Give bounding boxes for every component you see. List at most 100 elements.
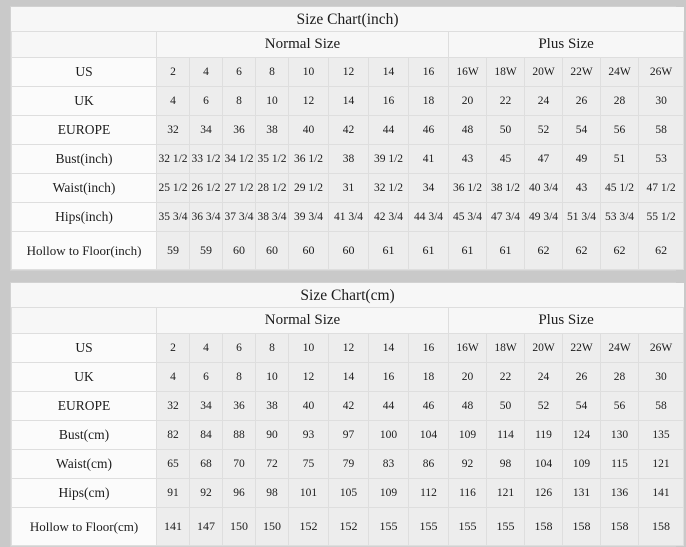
data-cell: 4 [156, 362, 190, 392]
data-cell: 43 [562, 173, 601, 203]
data-cell: 10 [288, 333, 329, 363]
data-cell: 48 [448, 391, 487, 421]
data-cell: 20 [448, 86, 487, 116]
data-cell: 16W [448, 57, 487, 87]
data-cell: 32 1/2 [156, 144, 190, 174]
charts-container: Size Chart(inch) Normal Size Plus Size US 2 4… [10, 6, 685, 547]
data-cell: 34 [189, 115, 223, 145]
group-header: Normal Size [156, 307, 449, 334]
data-cell: 16 [368, 86, 409, 116]
data-cell: 92 [448, 449, 487, 479]
data-cell: 86 [408, 449, 449, 479]
data-cell: 24 [524, 362, 563, 392]
data-cell: 61 [368, 231, 409, 270]
chart-title-row: Size Chart(inch) [10, 7, 685, 32]
data-cell: 16 [368, 362, 409, 392]
data-cell: 44 3/4 [408, 202, 449, 232]
data-cell: 59 [189, 231, 223, 270]
data-cell: 16 [408, 333, 449, 363]
data-cell: 104 [408, 420, 449, 450]
data-cell: 52 [524, 391, 563, 421]
data-cell: 40 [288, 391, 329, 421]
data-cell: 8 [222, 362, 256, 392]
data-cell: 36 3/4 [189, 202, 223, 232]
data-cell: 130 [600, 420, 639, 450]
data-cell: 12 [288, 86, 329, 116]
data-cell: 30 [637, 362, 685, 392]
data-cell: 38 [255, 391, 289, 421]
data-cell: 44 [368, 115, 409, 145]
data-cell: 36 1/2 [288, 144, 329, 174]
data-cell: 116 [448, 478, 487, 508]
data-cell: 131 [562, 478, 601, 508]
data-cell: 36 [222, 115, 256, 145]
data-cell: 16W [448, 333, 487, 363]
data-cell: 42 [328, 115, 369, 145]
data-cell: 158 [600, 507, 639, 546]
group-header-row: Normal Size Plus Size [11, 31, 685, 58]
data-cell: 27 1/2 [222, 173, 256, 203]
group-header: Plus Size [447, 307, 685, 334]
data-cell: 79 [328, 449, 369, 479]
data-cell: 18 [408, 362, 449, 392]
data-cell: 10 [255, 362, 289, 392]
data-cell: 38 [328, 144, 369, 174]
data-cell: 26 [562, 362, 601, 392]
table-row: Bust(cm) 82 84 88 90 93 97 100 104 109 114 119 124 13… [11, 420, 685, 450]
data-cell: 152 [328, 507, 369, 546]
data-cell: 51 3/4 [562, 202, 601, 232]
table-row: UK 4 6 8 10 12 14 16 18 20 22 24 26 28 30 [11, 362, 685, 392]
table-row: Hips(inch) 35 3/4 36 3/4 37 3/4 38 3/4 39 3/4… [11, 202, 685, 232]
data-cell: 62 [600, 231, 639, 270]
data-cell: 59 [156, 231, 190, 270]
data-cell: 14 [368, 333, 409, 363]
row-label: US [11, 333, 157, 363]
data-cell: 38 [255, 115, 289, 145]
data-cell: 42 3/4 [368, 202, 409, 232]
data-cell: 26 [562, 86, 601, 116]
data-cell: 12 [288, 362, 329, 392]
data-cell: 10 [288, 57, 329, 87]
data-cell: 24 [524, 86, 563, 116]
size-chart-page: Size Chart(inch) Normal Size Plus Size US 2 4… [10, 6, 685, 547]
data-cell: 70 [222, 449, 256, 479]
chart-title: Size Chart(cm) [10, 283, 685, 308]
data-cell: 104 [524, 449, 563, 479]
data-cell: 8 [255, 333, 289, 363]
data-cell: 42 [328, 391, 369, 421]
data-cell: 36 [222, 391, 256, 421]
table-corner [11, 31, 157, 58]
data-cell: 155 [486, 507, 525, 546]
data-cell: 10 [255, 86, 289, 116]
data-cell: 26W [637, 57, 685, 87]
data-cell: 22W [562, 333, 601, 363]
data-cell: 2 [156, 333, 190, 363]
data-cell: 61 [486, 231, 525, 270]
data-cell: 92 [189, 478, 223, 508]
data-cell: 25 1/2 [156, 173, 190, 203]
data-cell: 6 [222, 57, 256, 87]
data-cell: 150 [255, 507, 289, 546]
row-label: EUROPE [11, 115, 157, 145]
data-cell: 18W [486, 333, 525, 363]
group-header: Normal Size [156, 31, 449, 58]
size-chart-block: Size Chart(cm) Normal Size Plus Size US 2 4 6 8… [10, 282, 685, 547]
data-cell: 60 [288, 231, 329, 270]
row-label: Hollow to Floor(cm) [11, 507, 157, 546]
data-cell: 150 [222, 507, 256, 546]
data-cell: 24W [600, 333, 639, 363]
data-cell: 24W [600, 57, 639, 87]
data-cell: 54 [562, 391, 601, 421]
data-cell: 56 [600, 391, 639, 421]
data-cell: 97 [328, 420, 369, 450]
data-cell: 30 [637, 86, 685, 116]
data-cell: 8 [255, 57, 289, 87]
size-chart-table: Size Chart(cm) Normal Size Plus Size US 2 4 6 8… [10, 283, 685, 546]
data-cell: 112 [408, 478, 449, 508]
data-cell: 109 [562, 449, 601, 479]
data-cell: 47 3/4 [486, 202, 525, 232]
data-cell: 31 [328, 173, 369, 203]
data-cell: 28 [600, 362, 639, 392]
data-cell: 83 [368, 449, 409, 479]
data-cell: 28 [600, 86, 639, 116]
